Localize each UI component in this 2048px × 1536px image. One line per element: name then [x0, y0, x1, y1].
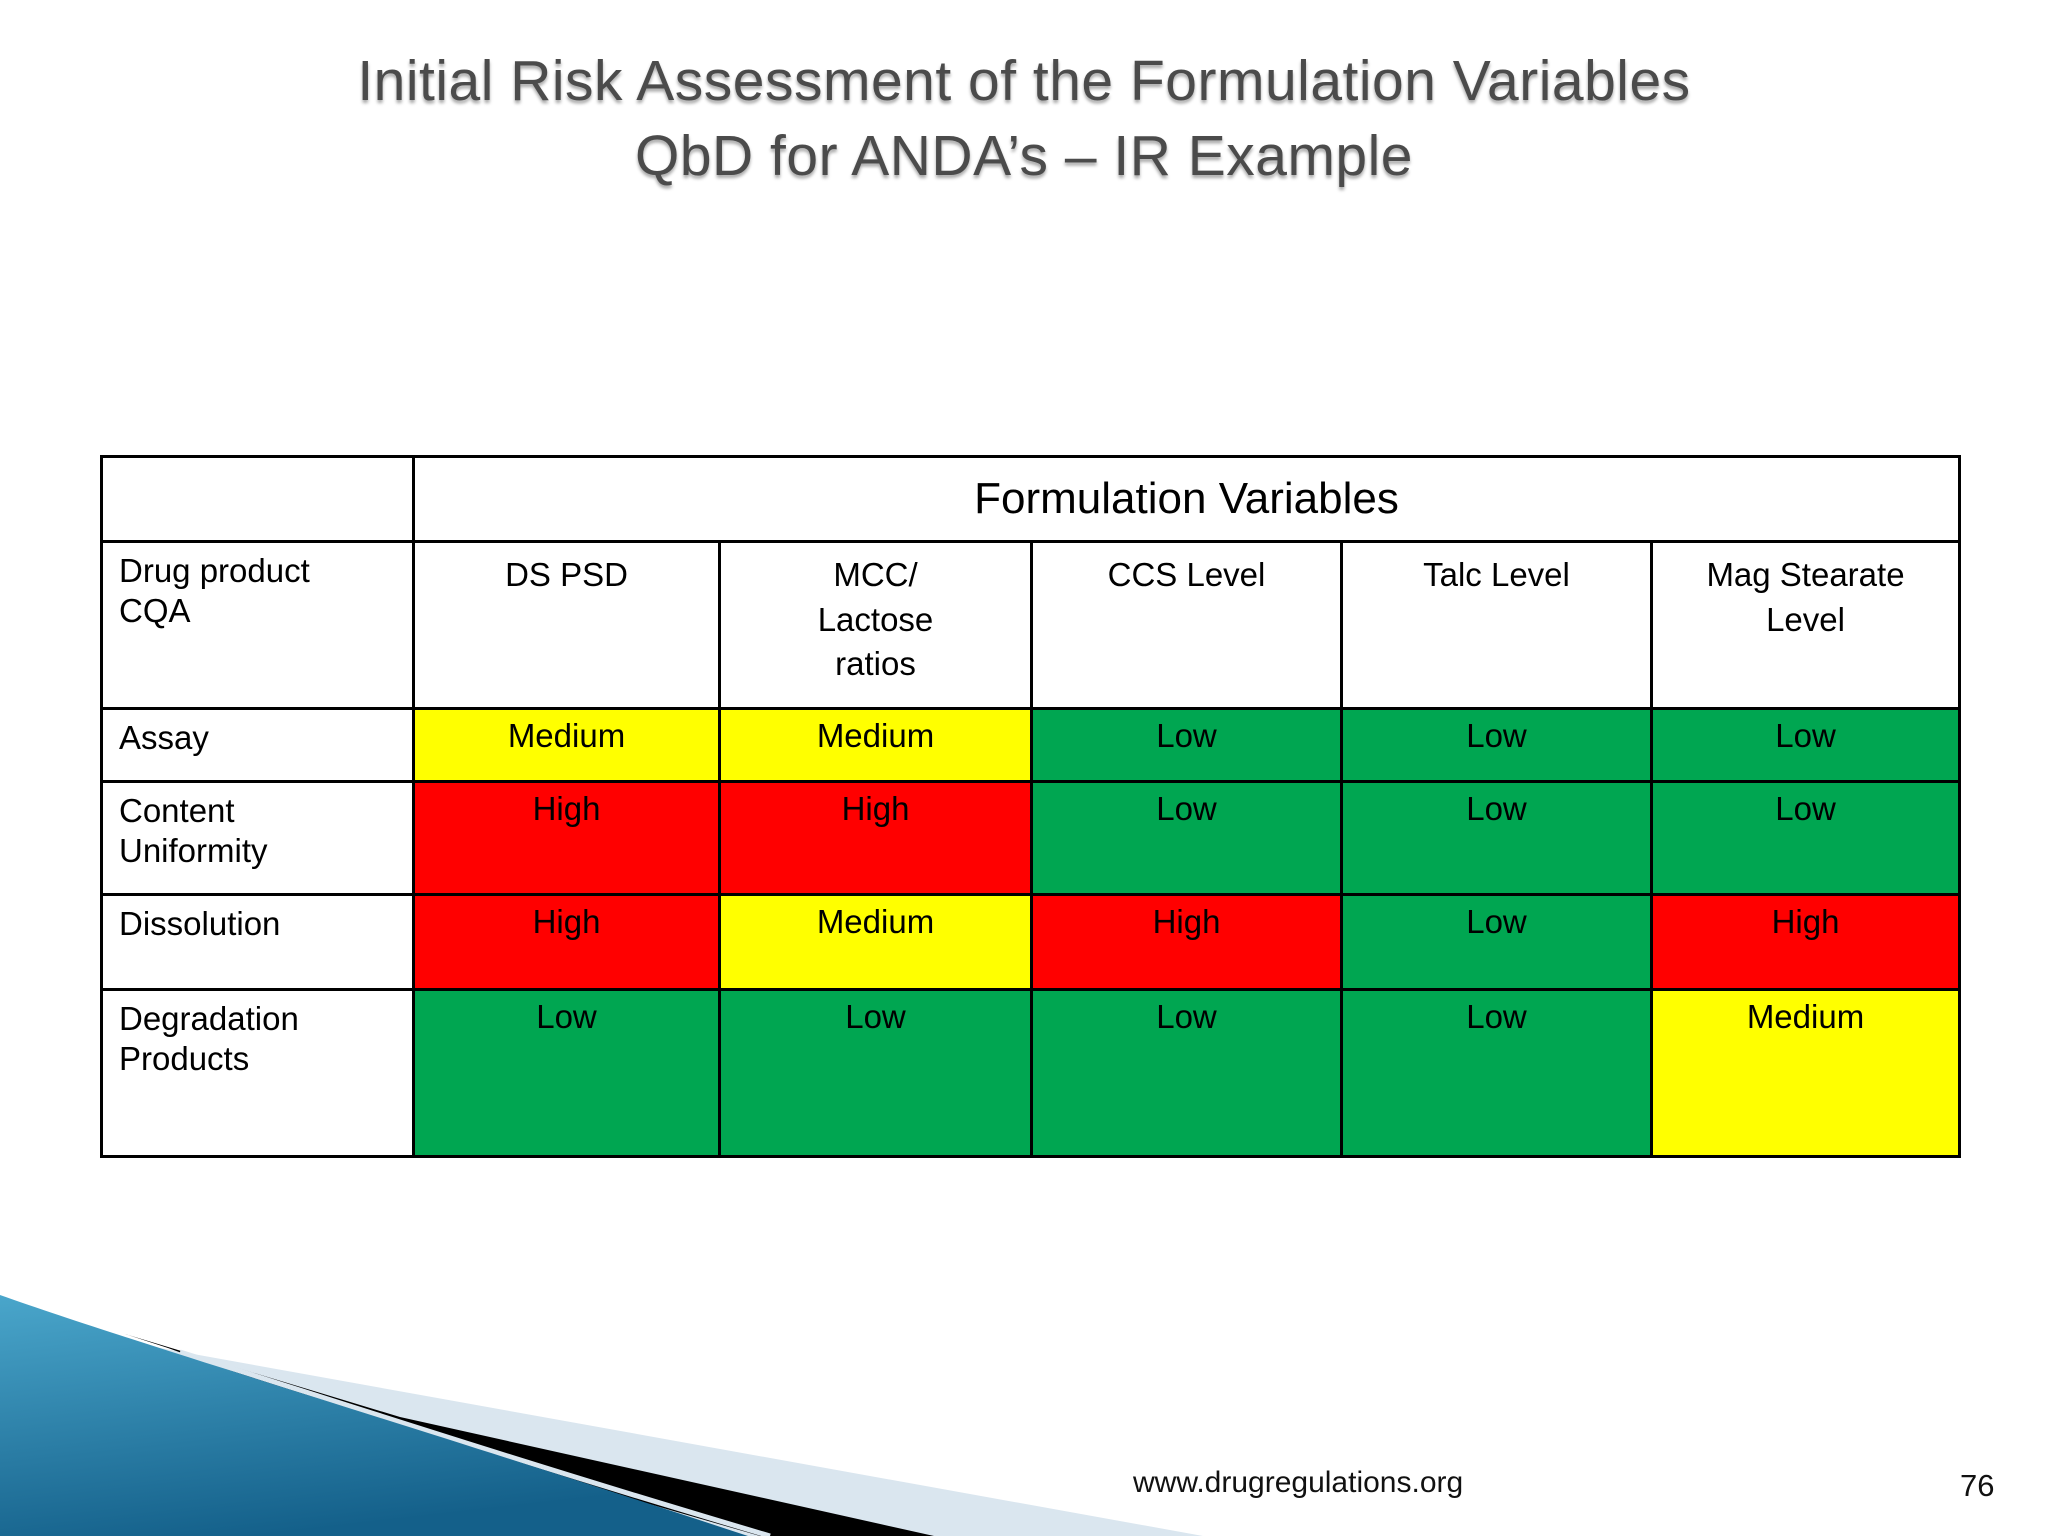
risk-cell-content-uniformity-mag-stearate: Low	[1649, 780, 1962, 896]
risk-cell-content-uniformity-mcc-lactose: High	[718, 780, 1033, 896]
risk-cell-degradation-products-ccs: Low	[1030, 988, 1343, 1158]
swoosh-highlight-line	[179, 1349, 771, 1536]
row-header-drug-product-cqa: Drug product CQA	[100, 540, 415, 710]
risk-cell-degradation-products-mcc-lactose: Low	[718, 988, 1033, 1158]
slide-title: Initial Risk Assessment of the Formulati…	[0, 44, 2048, 194]
light-blue-triangle-shape	[160, 1348, 1203, 1536]
footer-website: www.drugregulations.org	[1133, 1466, 1464, 1499]
table-corner-cell	[100, 455, 415, 543]
column-header-mag-stearate-level: Mag Stearate Level	[1649, 540, 1962, 710]
column-header-mcc-lactose-ratios: MCC/ Lactose ratios	[718, 540, 1033, 710]
risk-cell-dissolution-talc: Low	[1340, 893, 1653, 991]
risk-cell-dissolution-ccs: High	[1030, 893, 1343, 991]
slide-title-line-2: QbD for ANDA’s – IR Example	[635, 124, 1413, 189]
risk-cell-degradation-products-talc: Low	[1340, 988, 1653, 1158]
black-band-shape	[125, 1334, 934, 1536]
row-label-degradation-products: Degradation Products	[100, 988, 415, 1158]
column-header-talc-level: Talc Level	[1340, 540, 1653, 710]
page-number: 76	[1960, 1468, 1995, 1503]
column-header-ccs-level: CCS Level	[1030, 540, 1343, 710]
risk-cell-assay-ds-psd: Medium	[412, 707, 721, 783]
table-group-header: Formulation Variables	[411, 455, 1962, 543]
column-header-ds-psd: DS PSD	[412, 540, 721, 710]
risk-cell-content-uniformity-ds-psd: High	[412, 780, 721, 896]
row-label-assay: Assay	[100, 707, 415, 783]
risk-cell-assay-mcc-lactose: Medium	[718, 707, 1033, 783]
risk-assessment-table: Formulation Variables Drug product CQA D…	[100, 455, 1962, 1158]
risk-cell-assay-mag-stearate: Low	[1649, 707, 1962, 783]
risk-cell-dissolution-ds-psd: High	[412, 893, 721, 991]
risk-cell-dissolution-mcc-lactose: Medium	[718, 893, 1033, 991]
row-label-content-uniformity: Content Uniformity	[100, 780, 415, 896]
risk-cell-assay-ccs: Low	[1030, 707, 1343, 783]
slide-title-line-1: Initial Risk Assessment of the Formulati…	[357, 49, 1691, 113]
risk-cell-content-uniformity-talc: Low	[1340, 780, 1653, 896]
row-label-dissolution: Dissolution	[100, 893, 415, 991]
risk-cell-assay-talc: Low	[1340, 707, 1653, 783]
risk-cell-dissolution-mag-stearate: High	[1649, 893, 1962, 991]
risk-cell-degradation-products-ds-psd: Low	[412, 988, 721, 1158]
risk-cell-content-uniformity-ccs: Low	[1030, 780, 1343, 896]
risk-cell-degradation-products-mag-stearate: Medium	[1649, 988, 1962, 1158]
teal-swoosh-shape	[0, 1295, 748, 1536]
